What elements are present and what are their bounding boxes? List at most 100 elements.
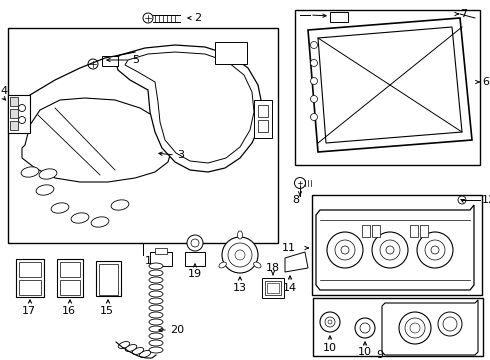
Bar [420, 225, 428, 237]
Circle shape [191, 239, 199, 247]
Ellipse shape [254, 262, 261, 268]
Polygon shape [316, 205, 474, 290]
Circle shape [335, 240, 355, 260]
Bar [185, 252, 205, 266]
Circle shape [425, 240, 445, 260]
Circle shape [228, 243, 252, 267]
Ellipse shape [39, 169, 57, 179]
Bar [262, 278, 284, 298]
Ellipse shape [149, 291, 163, 297]
Bar [215, 42, 247, 64]
Polygon shape [115, 45, 262, 172]
Bar [57, 259, 83, 297]
Circle shape [311, 77, 318, 85]
Text: 19: 19 [188, 269, 202, 279]
Text: 16: 16 [62, 306, 76, 316]
Circle shape [386, 246, 394, 254]
Ellipse shape [111, 200, 129, 210]
Ellipse shape [149, 333, 163, 339]
Bar [254, 100, 272, 138]
Bar [330, 12, 348, 22]
Circle shape [143, 13, 153, 23]
Ellipse shape [125, 345, 137, 351]
Ellipse shape [51, 203, 69, 213]
Ellipse shape [149, 326, 163, 332]
Bar [8, 28, 278, 243]
Ellipse shape [149, 347, 163, 353]
Bar [258, 105, 268, 117]
Bar [99, 264, 118, 295]
Ellipse shape [91, 217, 109, 227]
Circle shape [311, 113, 318, 121]
Bar [10, 109, 18, 118]
Bar [19, 262, 41, 277]
Circle shape [19, 117, 25, 123]
Ellipse shape [149, 312, 163, 318]
Circle shape [380, 240, 400, 260]
Circle shape [355, 318, 375, 338]
Ellipse shape [238, 231, 243, 239]
Ellipse shape [118, 342, 130, 348]
Circle shape [311, 95, 318, 103]
Text: 20: 20 [170, 325, 184, 335]
Text: 13: 13 [233, 283, 247, 293]
Bar [295, 10, 480, 165]
Text: 7: 7 [460, 9, 467, 19]
Polygon shape [318, 27, 462, 143]
Bar [102, 56, 118, 66]
Bar [8, 95, 30, 133]
Bar [10, 97, 18, 106]
Circle shape [222, 237, 258, 273]
Bar [312, 195, 482, 295]
Ellipse shape [219, 262, 226, 268]
Polygon shape [125, 52, 254, 163]
Circle shape [294, 177, 305, 189]
Bar [372, 225, 380, 237]
Circle shape [431, 246, 439, 254]
Circle shape [443, 317, 457, 331]
Bar [313, 298, 483, 356]
Text: 2: 2 [194, 13, 201, 23]
Bar [150, 252, 172, 266]
Text: 11: 11 [282, 243, 296, 253]
Bar [267, 283, 279, 293]
Circle shape [327, 232, 363, 268]
Ellipse shape [149, 284, 163, 290]
Bar [16, 259, 44, 297]
Polygon shape [22, 98, 172, 182]
Bar [60, 262, 80, 277]
Ellipse shape [71, 213, 89, 223]
Bar [10, 121, 18, 130]
Circle shape [325, 317, 335, 327]
Ellipse shape [149, 298, 163, 304]
Bar [265, 281, 281, 295]
Text: 10: 10 [323, 343, 337, 353]
Ellipse shape [149, 263, 163, 269]
Bar [258, 120, 268, 132]
Ellipse shape [36, 185, 54, 195]
Polygon shape [285, 252, 308, 272]
Circle shape [372, 232, 408, 268]
Circle shape [320, 312, 340, 332]
Circle shape [187, 235, 203, 251]
Text: 17: 17 [22, 306, 36, 316]
Text: 4: 4 [0, 86, 7, 96]
Bar [96, 261, 121, 296]
Circle shape [360, 323, 370, 333]
Circle shape [410, 323, 420, 333]
Ellipse shape [149, 270, 163, 276]
Ellipse shape [132, 347, 144, 355]
Text: 10: 10 [358, 347, 372, 357]
Ellipse shape [149, 277, 163, 283]
Circle shape [235, 250, 245, 260]
Polygon shape [382, 300, 478, 355]
Circle shape [405, 318, 425, 338]
Circle shape [458, 196, 466, 204]
Ellipse shape [149, 305, 163, 311]
Ellipse shape [149, 319, 163, 325]
Polygon shape [308, 18, 472, 152]
Text: 3: 3 [177, 150, 184, 160]
Bar [19, 280, 41, 295]
Bar [410, 225, 418, 237]
Circle shape [88, 59, 98, 69]
